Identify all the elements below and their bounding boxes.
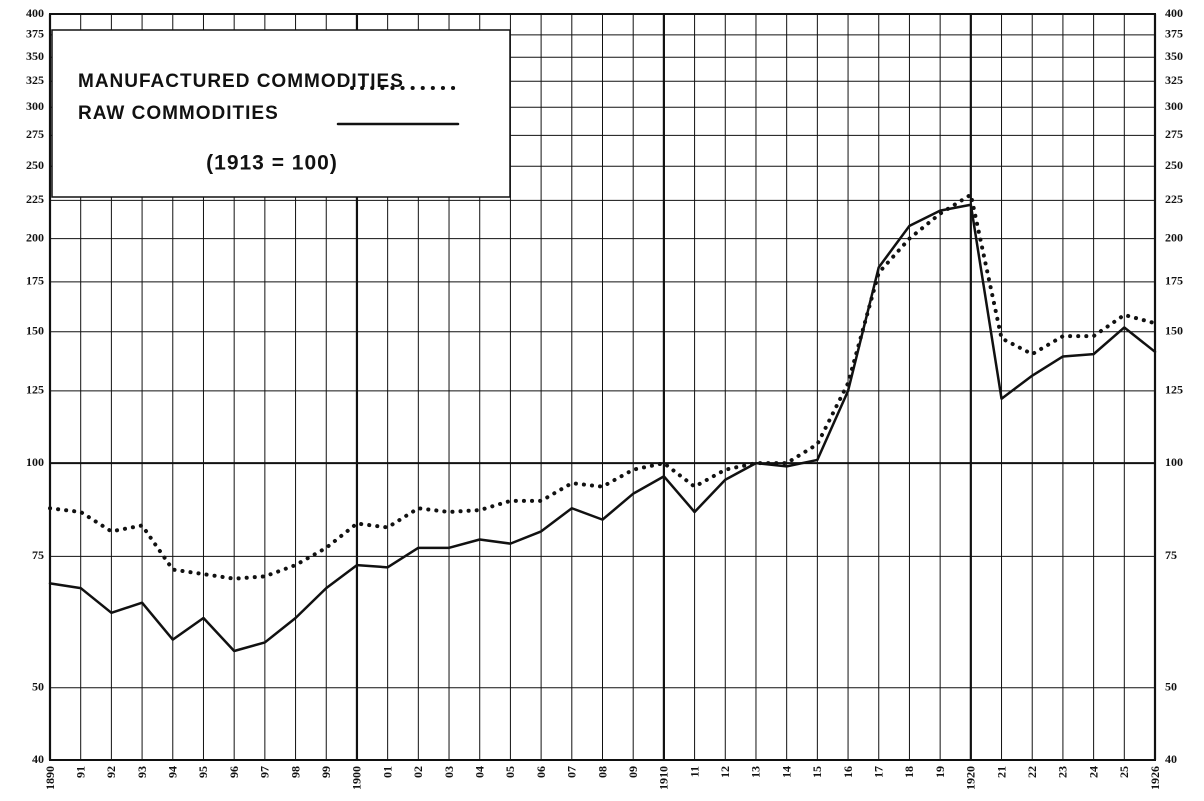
- x-tick-label: 12: [718, 766, 732, 778]
- x-tick-label: 92: [104, 766, 118, 778]
- y-tick-label: 175: [26, 274, 44, 288]
- y-tick-label-right: 175: [1165, 274, 1183, 288]
- x-tick-label: 09: [626, 766, 640, 778]
- x-tick-label: 21: [994, 766, 1008, 778]
- x-tick-label: 15: [810, 766, 824, 778]
- y-tick-label: 300: [26, 99, 44, 113]
- y-tick-label-right: 50: [1165, 679, 1177, 693]
- y-tick-label: 375: [26, 27, 44, 41]
- y-tick-label-right: 125: [1165, 383, 1183, 397]
- x-tick-label: 07: [565, 766, 579, 778]
- y-tick-label-right: 350: [1165, 49, 1183, 63]
- y-tick-label: 275: [26, 127, 44, 141]
- x-tick-label: 1900: [350, 766, 364, 790]
- y-tick-label: 250: [26, 158, 44, 172]
- x-tick-label: 06: [534, 766, 548, 778]
- x-tick-label: 93: [135, 766, 149, 778]
- x-tick-label: 96: [227, 766, 241, 778]
- line-series: [48, 203, 1157, 653]
- y-tick-label: 400: [26, 6, 44, 20]
- x-tick-label: 24: [1086, 766, 1100, 778]
- x-tick-label: 02: [411, 766, 425, 778]
- y-tick-label-right: 225: [1165, 192, 1183, 206]
- x-tick-label: 1890: [43, 766, 57, 790]
- x-tick-label: 19: [933, 766, 947, 778]
- y-tick-label: 325: [26, 73, 44, 87]
- y-tick-label: 125: [26, 383, 44, 397]
- x-tick-label: 05: [503, 766, 517, 778]
- x-tick-label: 98: [288, 766, 302, 778]
- x-tick-label: 14: [779, 766, 793, 778]
- plot-frame: [49, 13, 1156, 761]
- legend-label: MANUFACTURED COMMODITIES: [78, 71, 404, 92]
- y-tick-label-right: 150: [1165, 324, 1183, 338]
- y-tick-label: 40: [32, 752, 44, 766]
- y-tick-label: 225: [26, 192, 44, 206]
- x-tick-label: 11: [687, 766, 701, 777]
- y-tick-label-right: 300: [1165, 99, 1183, 113]
- chart-subtitle: (1913 = 100): [206, 152, 338, 175]
- x-tick-label: 03: [442, 766, 456, 778]
- x-tick-label: 08: [595, 766, 609, 778]
- x-tick-label: 99: [319, 766, 333, 778]
- y-tick-label: 50: [32, 679, 44, 693]
- y-tick-label-right: 40: [1165, 752, 1177, 766]
- y-tick-label-right: 400: [1165, 6, 1183, 20]
- x-tick-label: 23: [1056, 766, 1070, 778]
- x-tick-label: 1920: [964, 766, 978, 790]
- x-tick-label: 04: [472, 766, 486, 778]
- x-tick-label: 95: [196, 766, 210, 778]
- y-tick-label: 200: [26, 230, 44, 244]
- x-tick-label: 91: [73, 766, 87, 778]
- x-tick-label: 25: [1117, 766, 1131, 778]
- legend-box: [51, 29, 511, 198]
- x-tick-label: 1910: [657, 766, 671, 790]
- y-tick-label-right: 100: [1165, 455, 1183, 469]
- x-tick-label: 22: [1025, 766, 1039, 778]
- x-tick-label: 1926: [1148, 766, 1162, 790]
- y-tick-label-right: 200: [1165, 230, 1183, 244]
- y-tick-label-right: 375: [1165, 27, 1183, 41]
- x-tick-label: 16: [841, 766, 855, 778]
- y-tick-label: 100: [26, 455, 44, 469]
- y-tick-label-right: 325: [1165, 73, 1183, 87]
- y-tick-label: 150: [26, 324, 44, 338]
- x-tick-label: 97: [258, 766, 272, 778]
- y-tick-label-right: 275: [1165, 127, 1183, 141]
- x-tick-label: 18: [902, 766, 916, 778]
- y-tick-label: 350: [26, 49, 44, 63]
- y-tick-label-right: 250: [1165, 158, 1183, 172]
- x-tick-label: 13: [749, 766, 763, 778]
- x-tick-label: 94: [166, 766, 180, 778]
- x-tick-label: 17: [872, 766, 886, 778]
- x-tick-label: 01: [380, 766, 394, 778]
- y-tick-label: 75: [32, 548, 44, 562]
- legend-label: RAW COMMODITIES: [78, 103, 279, 124]
- y-tick-label-right: 75: [1165, 548, 1177, 562]
